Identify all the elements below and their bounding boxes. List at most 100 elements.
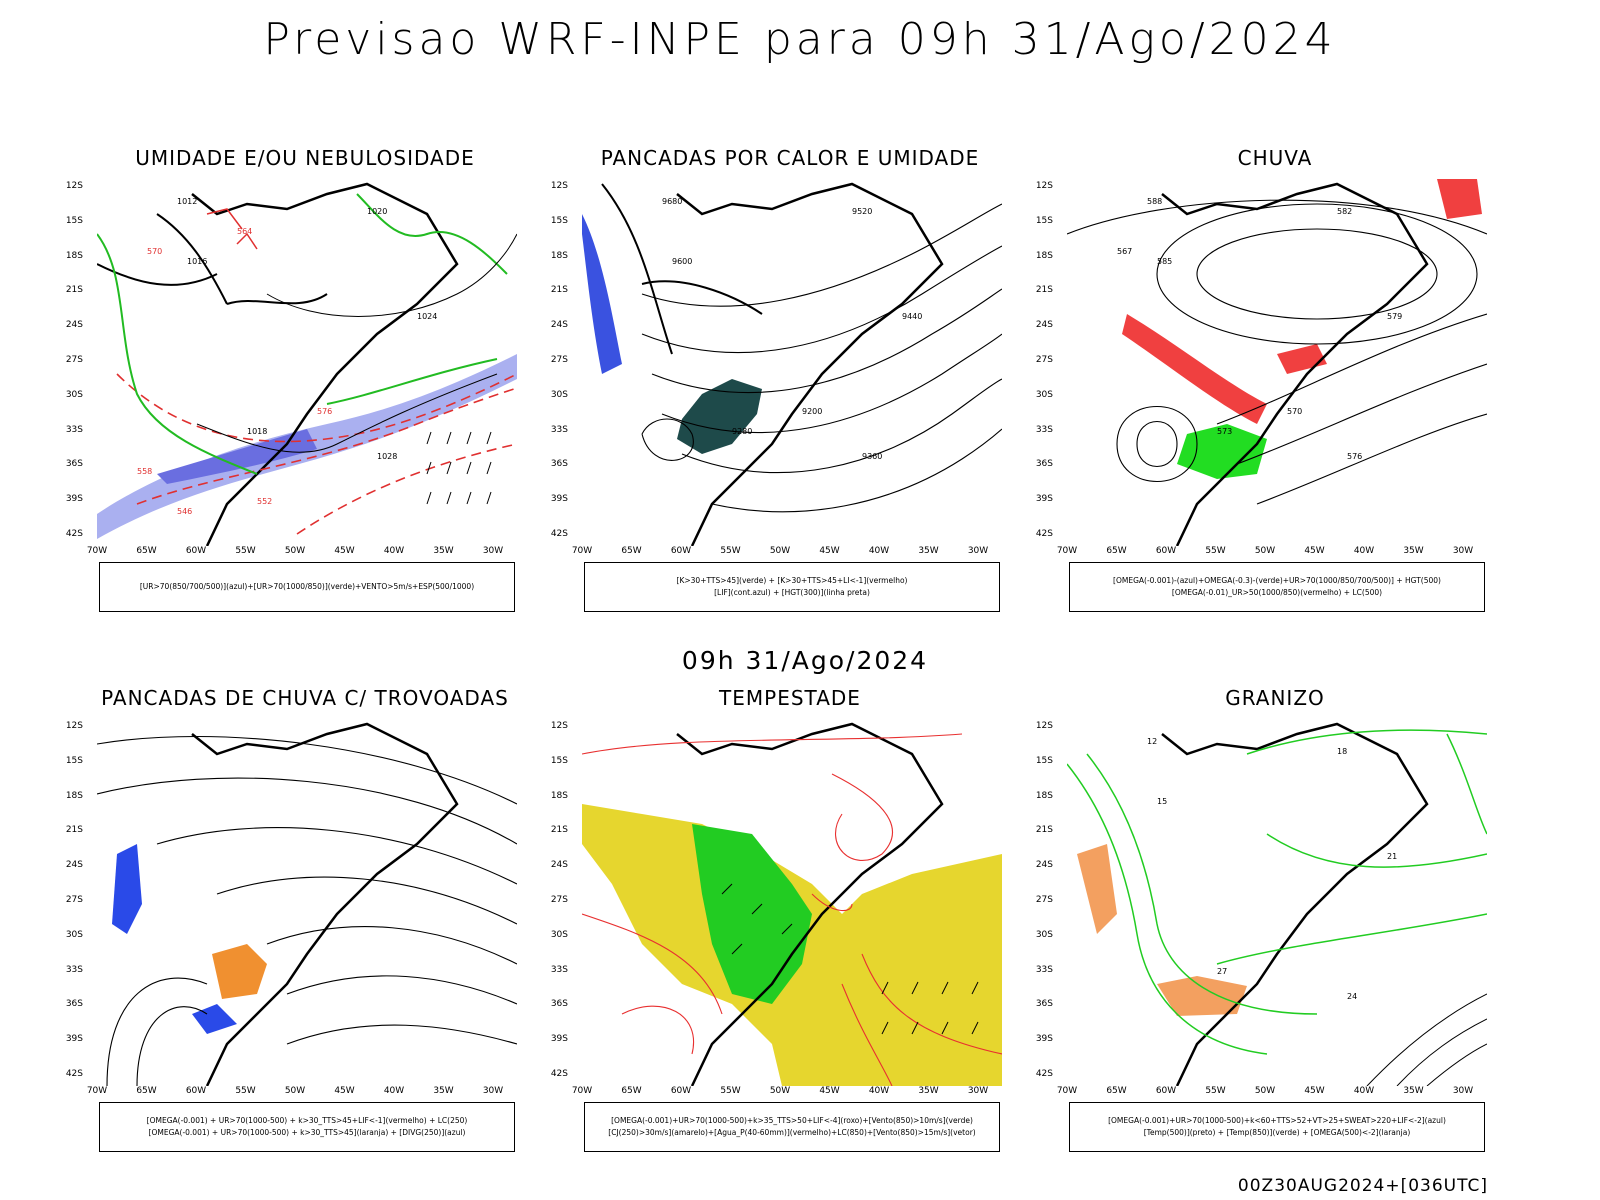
lon-tick-label: 50W — [1254, 1086, 1276, 1096]
lon-tick-label: 60W — [1155, 546, 1177, 556]
lat-tick-label: 21S — [550, 285, 568, 296]
lat-tick-label: 12S — [550, 181, 568, 191]
legend-line: [K>30+TTS>45](verde) + [K>30+TTS>45+LI<-… — [676, 576, 908, 585]
contour-label: 9440 — [902, 312, 922, 321]
lat-tick-label: 18S — [1035, 250, 1053, 261]
lon-tick-label: 50W — [769, 1086, 791, 1096]
lat-tick-label: 24S — [550, 860, 568, 871]
contour-label: 585 — [1157, 257, 1172, 266]
contour-label: 588 — [1147, 197, 1162, 206]
lon-tick-label: 30W — [967, 1086, 989, 1096]
lon-tick-label: 30W — [482, 546, 504, 556]
map-svg — [582, 714, 1002, 1086]
legend-line: [OMEGA(-0.001)-(azul)+OMEGA(-0.3)-(verde… — [1113, 576, 1441, 585]
lat-tick-label: 33S — [550, 424, 568, 435]
contour-label: 567 — [1117, 247, 1132, 256]
lon-tick-label: 55W — [235, 1086, 256, 1096]
lon-tick-label: 45W — [334, 1086, 355, 1096]
lon-tick-label: 40W — [868, 546, 890, 556]
lon-tick-label: 50W — [284, 546, 306, 556]
lon-tick-label: 45W — [1304, 546, 1325, 556]
legend: [OMEGA(-0.001)-(azul)+OMEGA(-0.3)-(verde… — [1069, 562, 1485, 612]
contour-label: 1016 — [187, 257, 207, 266]
legend-line: [OMEGA(-0.001) + UR>70(1000-500) + k>30_… — [148, 1128, 466, 1137]
lat-tick-label: 24S — [1035, 320, 1053, 331]
legend-line: [UR>70(850/700/500)](azul)+[UR>70(1000/8… — [139, 582, 475, 591]
lat-tick-label: 27S — [65, 355, 83, 365]
legend-line: [OMEGA(-0.01)_UR>50(1000/850)(vermelho) … — [1171, 588, 1383, 597]
map-pancadas-calor: 9680 9600 9520 9440 9360 9280 9200 — [582, 174, 1002, 546]
contour-label: 576 — [317, 407, 332, 416]
legend-line: [OMEGA(-0.001) + UR>70(1000-500) + k>30_… — [146, 1116, 468, 1125]
lat-tick-label: 39S — [65, 1034, 83, 1045]
contour-label: 18 — [1337, 747, 1347, 756]
lon-tick-label: 65W — [621, 546, 642, 556]
panel-title: PANCADAS POR CALOR E UMIDADE — [600, 146, 980, 170]
lon-tick-label: 30W — [1452, 546, 1474, 556]
lat-tick-label: 42S — [550, 529, 568, 539]
contour-label: 9280 — [732, 427, 752, 436]
lat-tick-label: 33S — [65, 964, 83, 975]
lon-tick-label: 35W — [1403, 546, 1424, 556]
contour-label: 21 — [1387, 852, 1397, 861]
lon-tick-label: 70W — [571, 1086, 593, 1096]
contour-label: 24 — [1347, 992, 1357, 1001]
lon-tick-label: 35W — [433, 546, 454, 556]
lat-tick-label: 18S — [550, 790, 568, 801]
lon-axis: 70W 65W 60W 55W 50W 45W 40W 35W 30W — [1057, 1086, 1487, 1098]
panel-title: TEMPESTADE — [719, 686, 861, 710]
legend: [UR>70(850/700/500)](azul)+[UR>70(1000/8… — [99, 562, 515, 612]
lat-tick-label: 36S — [1035, 999, 1053, 1010]
lon-tick-label: 55W — [720, 546, 741, 556]
lat-tick-label: 42S — [65, 1069, 83, 1079]
lon-tick-label: 70W — [571, 546, 593, 556]
lon-tick-label: 40W — [383, 546, 405, 556]
contour-label: 1024 — [417, 312, 437, 321]
lat-tick-label: 15S — [65, 755, 83, 766]
lat-tick-label: 24S — [65, 320, 83, 331]
lon-tick-label: 40W — [868, 1086, 890, 1096]
lat-tick-label: 15S — [550, 215, 568, 226]
lon-tick-label: 70W — [86, 1086, 108, 1096]
lat-tick-label: 12S — [550, 721, 568, 731]
lat-axis: 12S 15S 18S 21S 24S 27S 30S 33S 36S 39S 42S — [548, 174, 570, 546]
lon-tick-label: 65W — [136, 1086, 157, 1096]
panel-granizo: GRANIZO 12S 15S 18S 21S 24S 27S 30S 33S 36S 39S 42… — [1036, 686, 1495, 1166]
map-svg — [97, 714, 517, 1086]
lat-tick-label: 27S — [550, 355, 568, 365]
lon-tick-label: 45W — [819, 546, 840, 556]
lat-tick-label: 33S — [550, 964, 568, 975]
lat-tick-label: 18S — [1035, 790, 1053, 801]
lon-tick-label: 35W — [918, 1086, 939, 1096]
contour-label: 546 — [177, 507, 192, 516]
lat-tick-label: 27S — [65, 895, 83, 905]
legend-line: [Temp(500)](preto) + [Temp(850)](verde) … — [1143, 1128, 1411, 1137]
lat-tick-label: 18S — [550, 250, 568, 261]
lat-axis: 12S 15S 18S 21S 24S 27S 30S 33S 36S 39S 42S — [63, 174, 85, 546]
lon-tick-label: 45W — [819, 1086, 840, 1096]
lon-axis: 70W 65W 60W 55W 50W 45W 40W 35W 30W — [572, 1086, 1002, 1098]
contour-label: 9520 — [852, 207, 872, 216]
lon-tick-label: 40W — [1353, 1086, 1375, 1096]
lon-tick-label: 30W — [482, 1086, 504, 1096]
contour-label: 570 — [147, 247, 162, 256]
lat-tick-label: 42S — [65, 529, 83, 539]
lon-tick-label: 65W — [1106, 1086, 1127, 1096]
lat-tick-label: 21S — [1035, 825, 1053, 836]
lat-tick-label: 36S — [65, 459, 83, 470]
lat-tick-label: 33S — [1035, 964, 1053, 975]
lat-tick-label: 12S — [65, 181, 83, 191]
lat-tick-label: 24S — [65, 860, 83, 871]
lat-tick-label: 33S — [1035, 424, 1053, 435]
lon-tick-label: 65W — [136, 546, 157, 556]
lon-axis: 70W 65W 60W 55W 50W 45W 40W 35W 30W — [87, 546, 517, 558]
lat-tick-label: 36S — [550, 999, 568, 1010]
lon-tick-label: 70W — [86, 546, 108, 556]
map-pancadas-trovoadas — [97, 714, 517, 1086]
lat-tick-label: 39S — [1035, 1034, 1053, 1045]
lat-tick-label: 27S — [550, 895, 568, 905]
contour-label: 579 — [1387, 312, 1402, 321]
lon-tick-label: 70W — [1056, 546, 1078, 556]
lat-axis: 12S 15S 18S 21S 24S 27S 30S 33S 36S 39S 42S — [1033, 714, 1055, 1086]
lon-axis: 70W 65W 60W 55W 50W 45W 40W 35W 30W — [572, 546, 1002, 558]
